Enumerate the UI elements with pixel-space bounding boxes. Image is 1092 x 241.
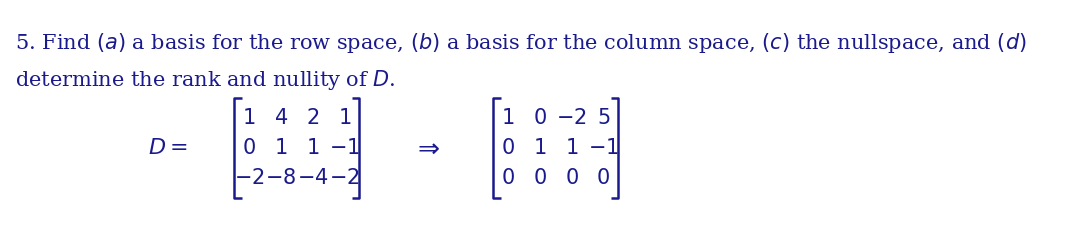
Text: $-8$: $-8$ xyxy=(265,168,296,188)
Text: $-2$: $-2$ xyxy=(234,168,264,188)
Text: $D =$: $D =$ xyxy=(149,137,188,159)
Text: $2$: $2$ xyxy=(306,108,319,128)
Text: $4$: $4$ xyxy=(274,108,288,128)
Text: $1$: $1$ xyxy=(242,108,256,128)
Text: $0$: $0$ xyxy=(533,168,547,188)
Text: $0$: $0$ xyxy=(501,138,515,158)
Text: $0$: $0$ xyxy=(501,168,515,188)
Text: $1$: $1$ xyxy=(565,138,579,158)
Text: determine the rank and nullity of $D$.: determine the rank and nullity of $D$. xyxy=(15,68,395,92)
Text: $-2$: $-2$ xyxy=(556,108,587,128)
Text: $-4$: $-4$ xyxy=(297,168,329,188)
Text: $\Rightarrow$: $\Rightarrow$ xyxy=(413,135,440,161)
Text: $1$: $1$ xyxy=(337,108,351,128)
Text: $0$: $0$ xyxy=(596,168,610,188)
Text: $-2$: $-2$ xyxy=(329,168,359,188)
Text: $-1$: $-1$ xyxy=(329,138,359,158)
Text: $5$: $5$ xyxy=(596,108,610,128)
Text: $0$: $0$ xyxy=(533,108,547,128)
Text: 5. Find $(a)$ a basis for the row space, $(b)$ a basis for the column space, $(c: 5. Find $(a)$ a basis for the row space,… xyxy=(15,31,1026,55)
Text: $0$: $0$ xyxy=(565,168,579,188)
Text: $1$: $1$ xyxy=(533,138,547,158)
Text: $1$: $1$ xyxy=(306,138,319,158)
Text: $0$: $0$ xyxy=(242,138,256,158)
Text: $-1$: $-1$ xyxy=(587,138,619,158)
Text: $1$: $1$ xyxy=(501,108,514,128)
Text: $1$: $1$ xyxy=(274,138,287,158)
